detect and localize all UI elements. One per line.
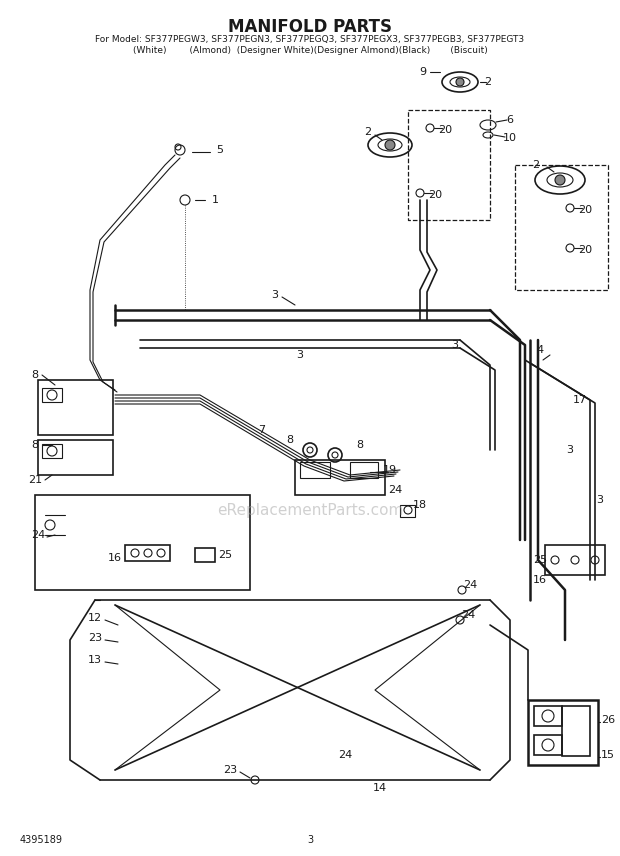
Text: 24: 24 [31, 530, 45, 540]
Text: 23: 23 [88, 633, 102, 643]
Text: 3: 3 [451, 340, 459, 350]
Bar [295, 460, 385, 495]
Text: 15: 15 [601, 750, 615, 760]
Bar [38, 380, 113, 435]
Text: 19: 19 [383, 465, 397, 475]
Text: (White)        (Almond)  (Designer White)(Designer Almond)(Black)       (Biscuit: (White) (Almond) (Designer White)(Design… [133, 46, 487, 55]
Text: 2: 2 [365, 127, 371, 137]
Text: 6: 6 [507, 115, 513, 125]
Text: 17: 17 [573, 395, 587, 405]
Text: 8: 8 [32, 440, 38, 450]
Text: 26: 26 [601, 715, 615, 725]
Circle shape [555, 175, 565, 185]
Bar [125, 545, 170, 561]
Text: 25: 25 [533, 555, 547, 565]
Text: 3: 3 [567, 445, 574, 455]
Text: 7: 7 [259, 425, 265, 435]
Text: 20: 20 [428, 190, 442, 200]
Bar [42, 444, 62, 458]
Text: 1: 1 [211, 195, 218, 205]
Text: 3: 3 [307, 835, 313, 845]
Circle shape [456, 78, 464, 86]
Text: 23: 23 [223, 765, 237, 775]
Text: 21: 21 [28, 475, 42, 485]
Text: 25: 25 [218, 550, 232, 560]
Circle shape [385, 140, 395, 150]
Bar [195, 548, 215, 562]
Text: 4395189: 4395189 [20, 835, 63, 845]
Text: 20: 20 [578, 205, 592, 215]
Bar [528, 700, 598, 765]
Text: 24: 24 [388, 485, 402, 495]
Text: 8: 8 [286, 435, 293, 445]
Text: 24: 24 [463, 580, 477, 590]
Text: 8: 8 [32, 370, 38, 380]
Text: 13: 13 [88, 655, 102, 665]
Text: 18: 18 [413, 500, 427, 510]
Text: 24: 24 [461, 610, 475, 620]
Text: 16: 16 [108, 553, 122, 563]
Bar [562, 706, 590, 756]
Bar [42, 388, 62, 402]
Text: 14: 14 [373, 783, 387, 793]
Text: 20: 20 [438, 125, 452, 135]
Bar [534, 706, 562, 726]
Bar [38, 440, 113, 475]
Text: MANIFOLD PARTS: MANIFOLD PARTS [228, 18, 392, 36]
Text: 8: 8 [356, 440, 363, 450]
Text: 2: 2 [533, 160, 539, 170]
Text: 20: 20 [578, 245, 592, 255]
Bar [400, 505, 415, 517]
Text: 10: 10 [503, 133, 517, 143]
Text: 3: 3 [272, 290, 278, 300]
Text: 12: 12 [88, 613, 102, 623]
Text: 24: 24 [338, 750, 352, 760]
Text: 2: 2 [484, 77, 492, 87]
Bar [350, 462, 378, 478]
Text: eReplacementParts.com: eReplacementParts.com [217, 502, 403, 518]
Bar [534, 735, 562, 755]
Bar [545, 545, 605, 575]
Text: 3: 3 [296, 350, 304, 360]
Bar [35, 495, 250, 590]
Text: 16: 16 [533, 575, 547, 585]
Text: 4: 4 [536, 345, 544, 355]
Text: 3: 3 [596, 495, 603, 505]
Text: 9: 9 [420, 67, 427, 77]
Text: 5: 5 [216, 145, 223, 155]
Text: For Model: SF377PEGW3, SF377PEGN3, SF377PEGQ3, SF377PEGX3, SF377PEGB3, SF377PEGT: For Model: SF377PEGW3, SF377PEGN3, SF377… [95, 35, 525, 44]
Bar [300, 462, 330, 478]
